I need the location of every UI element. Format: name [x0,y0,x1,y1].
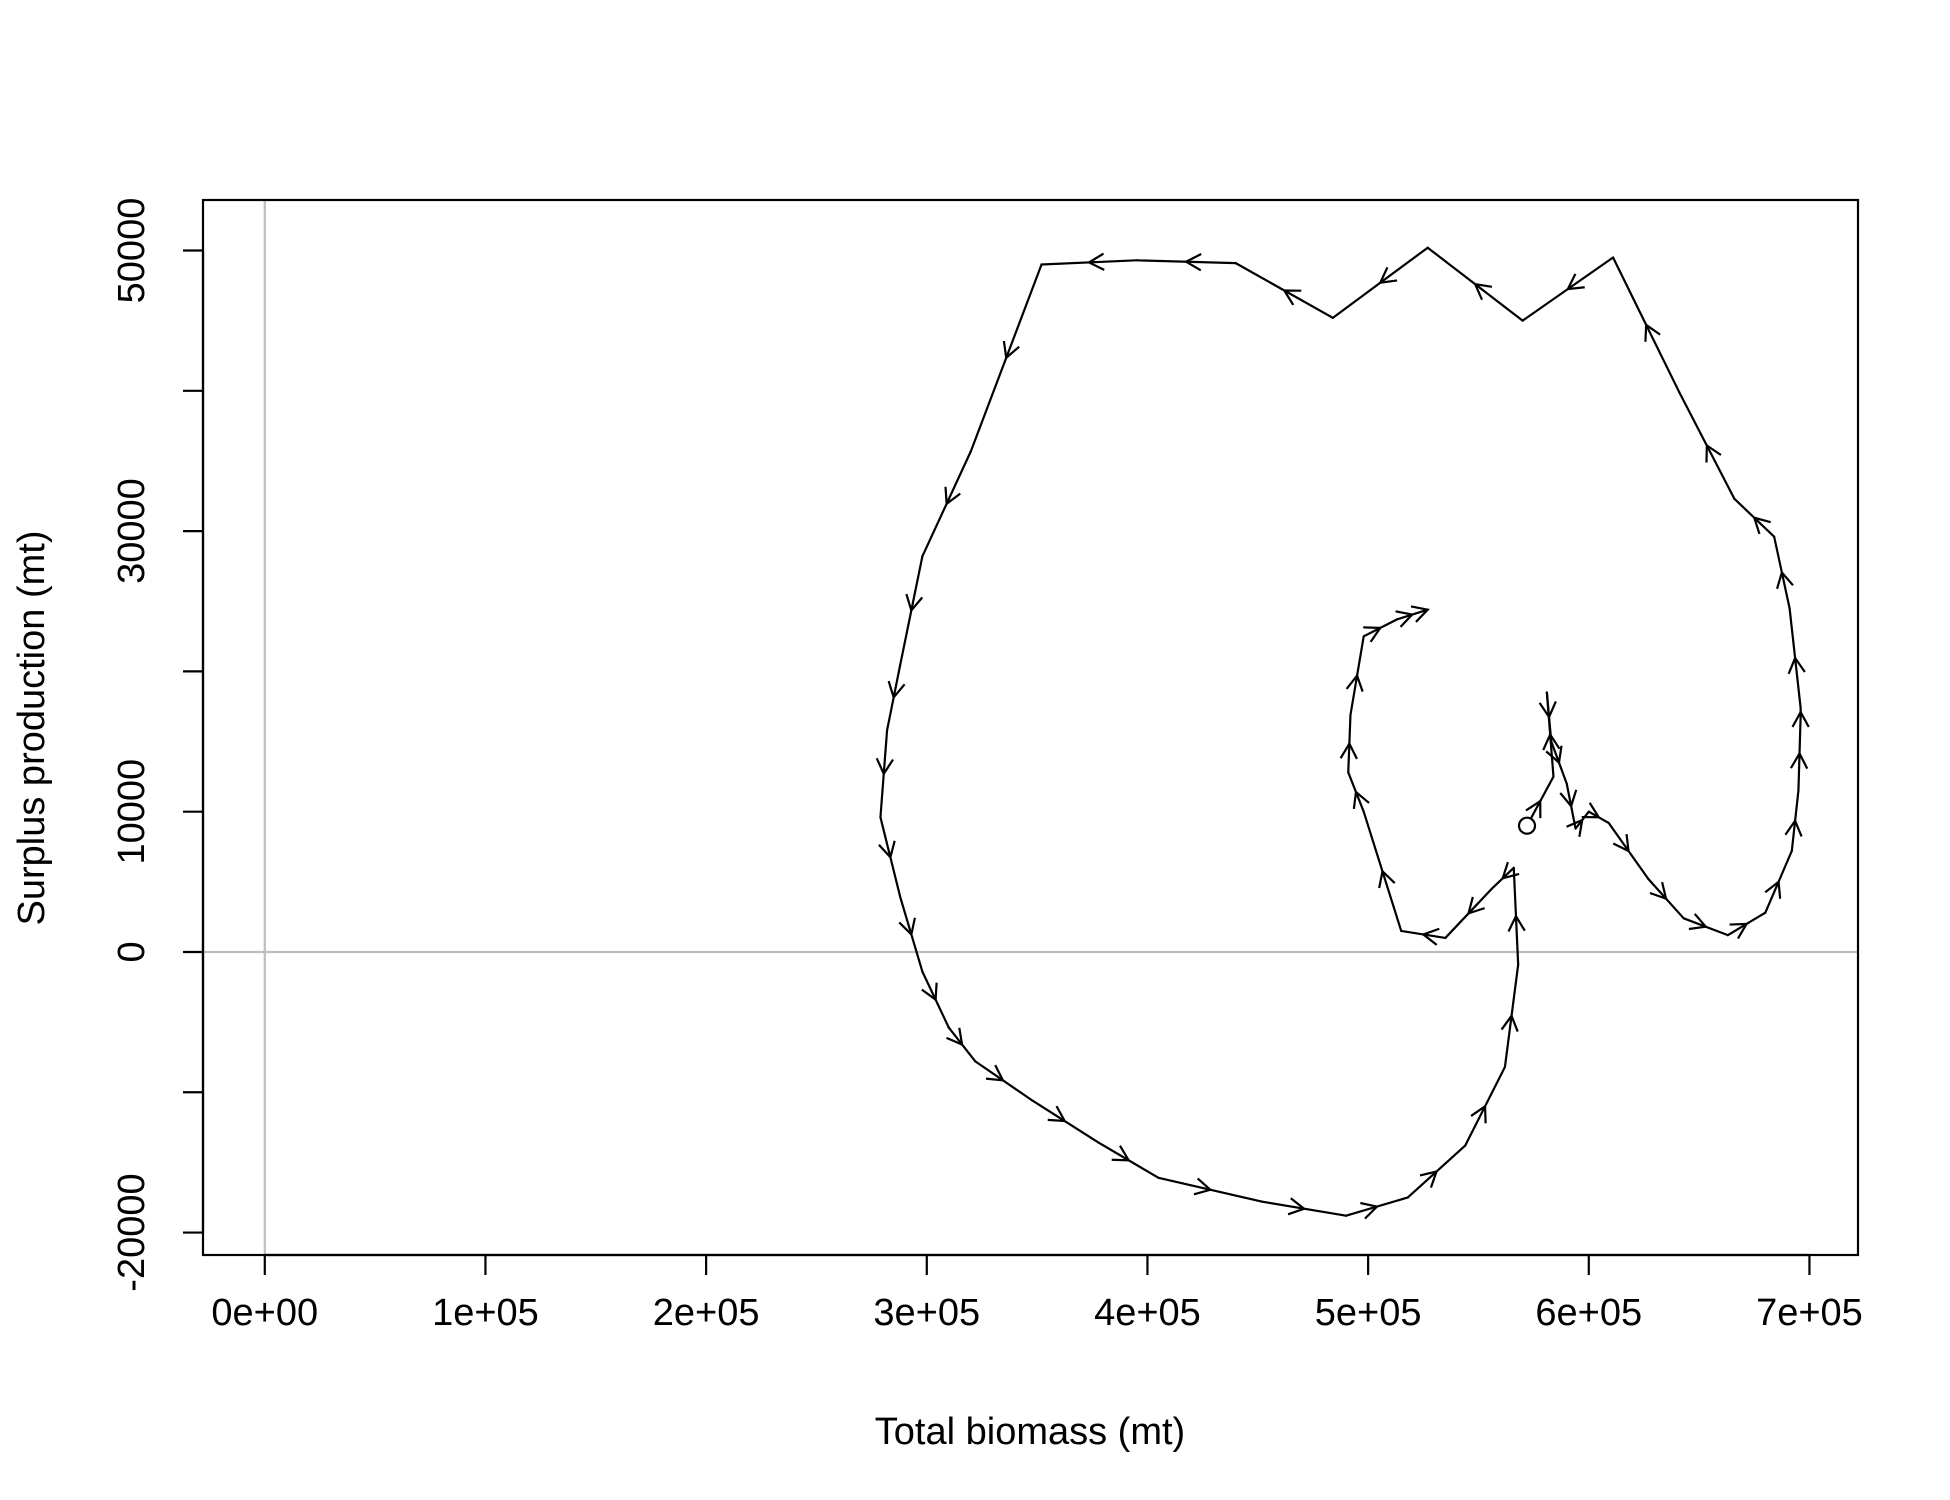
direction-arrow [1111,1145,1131,1162]
x-axis: 0e+00 1e+05 2e+05 3e+05 4e+05 5e+05 6e+05 7e+05 [211,1253,1863,1334]
reference-lines [203,200,1858,1255]
direction-arrow [1525,799,1542,819]
direction-arrow [1287,1197,1307,1216]
direction-arrow [1784,818,1803,837]
direction-arrow [1473,282,1493,301]
direction-arrow [1193,1177,1213,1196]
y-tick-label: 30000 [111,478,153,584]
direction-arrow [1183,253,1202,272]
direction-arrow [1581,802,1601,819]
direction-arrow [1360,1201,1380,1220]
direction-arrow [1565,273,1585,291]
y-axis-title: Surplus production (mt) [11,531,53,926]
direction-arrow [1559,789,1578,809]
direction-arrow [887,680,906,700]
direction-arrow [1791,709,1810,728]
direction-arrow [1644,322,1661,342]
direction-arrow [1545,745,1563,765]
direction-arrow [905,593,924,613]
direction-arrow [1775,570,1794,590]
direction-arrow [985,1064,1005,1082]
direction-arrow [944,486,961,506]
direction-arrow [1752,516,1771,535]
x-tick-label: 3e+05 [873,1292,980,1334]
series-layer [875,246,1810,1220]
direction-arrow [1282,289,1302,306]
direction-arrow [898,917,916,937]
direction-arrow [878,840,896,860]
end-arrow [1410,605,1430,623]
x-tick-label: 1e+05 [432,1292,539,1334]
direction-arrow [1345,673,1364,693]
direction-arrow [1612,833,1630,853]
x-tick-label: 0e+00 [211,1292,318,1334]
direction-arrow [1352,789,1370,810]
direction-arrow [1764,879,1782,899]
direction-arrow [1421,927,1440,946]
x-tick-label: 2e+05 [653,1292,760,1334]
start-point-marker [1517,816,1537,835]
direction-arrow [1086,252,1105,271]
direction-arrow [1047,1105,1067,1123]
direction-arrow [1339,741,1358,760]
direction-arrow [875,757,894,777]
direction-arrow [1419,1169,1439,1188]
direction-arrow [1789,751,1809,770]
direction-arrow [1787,655,1806,675]
y-tick-label: -20000 [111,1173,153,1291]
x-tick-label: 4e+05 [1094,1292,1201,1334]
y-tick-label: 10000 [111,759,153,865]
direction-arrow [1466,896,1486,916]
x-tick-label: 6e+05 [1535,1292,1642,1334]
direction-arrow [946,1027,964,1047]
direction-arrow [1395,610,1415,628]
direction-arrow [1002,340,1020,360]
direction-arrow [1500,1013,1519,1033]
direction-arrow [1378,869,1396,889]
direction-arrow [1507,913,1526,932]
direction-arrow [921,982,938,1002]
x-tick-label: 5e+05 [1315,1292,1422,1334]
direction-arrow [1705,443,1722,463]
y-tick-label: 50000 [111,198,153,304]
direction-arrow [1378,266,1398,285]
direction-arrow [1363,626,1383,643]
direction-arrow [1538,700,1557,720]
x-tick-label: 7e+05 [1756,1292,1863,1334]
direction-arrow [1566,818,1584,838]
y-tick-label: 0 [111,941,153,962]
direction-arrow [1649,881,1668,901]
direction-arrow [1688,913,1708,931]
direction-arrow [1729,922,1749,940]
direction-arrow [1470,1104,1487,1124]
y-axis: -20000 0 10000 30000 50000 [111,198,205,1292]
direction-arrow [1501,861,1520,880]
x-axis-title: Total biomass (mt) [875,1411,1185,1453]
